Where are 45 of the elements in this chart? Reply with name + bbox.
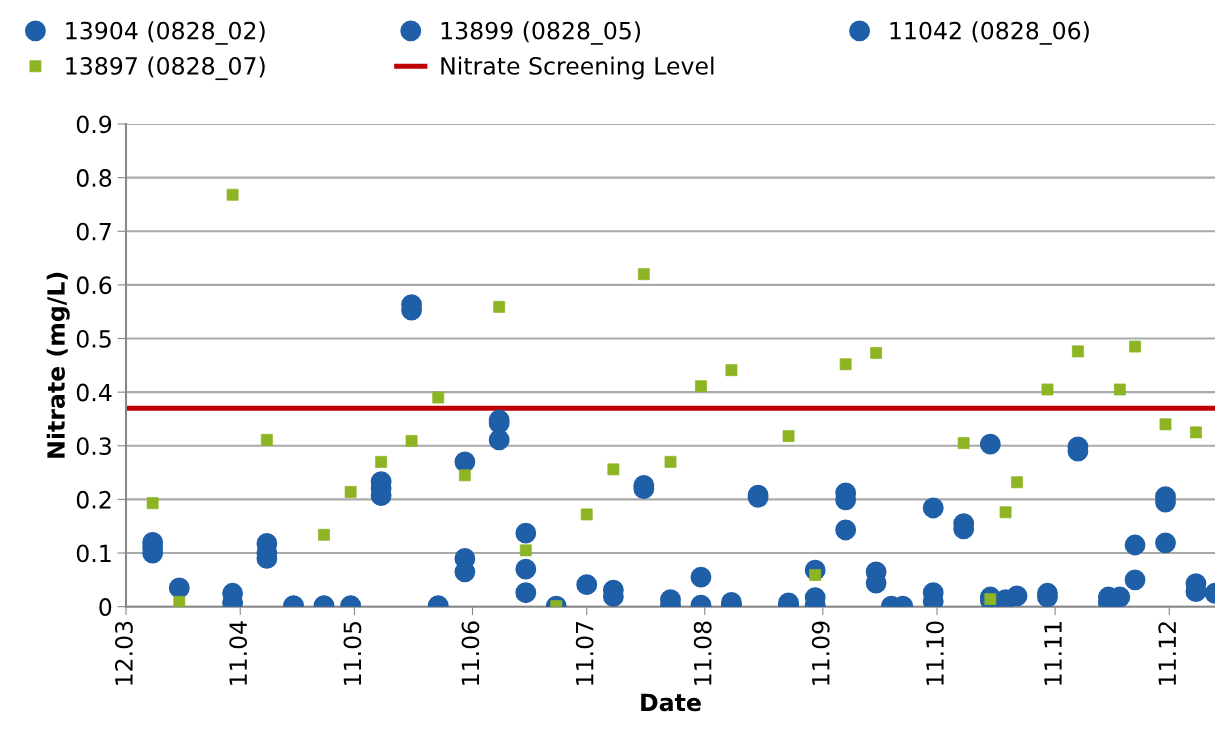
y-tick-label: 0.6 (76, 276, 112, 295)
point (515, 558, 537, 580)
x-tick-label: 11.04 (229, 621, 248, 685)
point (979, 433, 1001, 455)
x-tick-label: 11.11 (1044, 622, 1062, 685)
y-tick-label: 0.7 (76, 222, 111, 241)
y-tick-label: 0.3 (76, 437, 111, 456)
y-tick-label: 0 (99, 598, 112, 616)
legend-label: Nitrate Screening Level (441, 56, 714, 80)
y-tick-label: 0.1 (76, 544, 111, 563)
legend-label: 13897 (0828_07) (66, 56, 265, 81)
point (515, 582, 537, 604)
y-tick-label: 0.8 (76, 169, 112, 187)
legend-label: 11042 (0828_06) (890, 21, 1089, 45)
point (690, 566, 712, 588)
y-tick-label: 0.9 (76, 115, 112, 134)
x-tick-label: 11.09 (811, 621, 830, 685)
x-tick-label: 11.05 (343, 621, 362, 685)
x-tick-label: 11.08 (693, 621, 712, 685)
point (1124, 569, 1146, 591)
x-tick-label: 11.07 (575, 621, 594, 685)
y-tick-label: 0.2 (76, 490, 111, 509)
point (576, 574, 598, 596)
point (168, 577, 190, 599)
point (835, 519, 857, 541)
y-axis-title: Nitrate (mg/L) (46, 272, 70, 458)
point (405, 435, 418, 447)
x-tick-label: 11.06 (461, 621, 480, 685)
point (488, 429, 510, 451)
point (1011, 476, 1023, 489)
legend-label: 13899 (0828_05) (441, 21, 641, 45)
x-tick-label: 12.03 (114, 621, 133, 685)
y-tick-label: 0.4 (76, 383, 112, 402)
x-tick-label: 11.12 (1158, 622, 1176, 685)
y-tick-label: 0.5 (76, 329, 111, 348)
point (870, 347, 883, 359)
point (695, 380, 707, 393)
x-tick-label: 11.10 (926, 621, 944, 685)
point (515, 522, 537, 544)
point (1006, 585, 1028, 607)
legend-label: 13904 (0828_02) (66, 21, 265, 45)
point (1124, 534, 1146, 556)
x-axis-title: Date (641, 693, 701, 712)
point (922, 497, 944, 519)
point (1155, 532, 1176, 554)
